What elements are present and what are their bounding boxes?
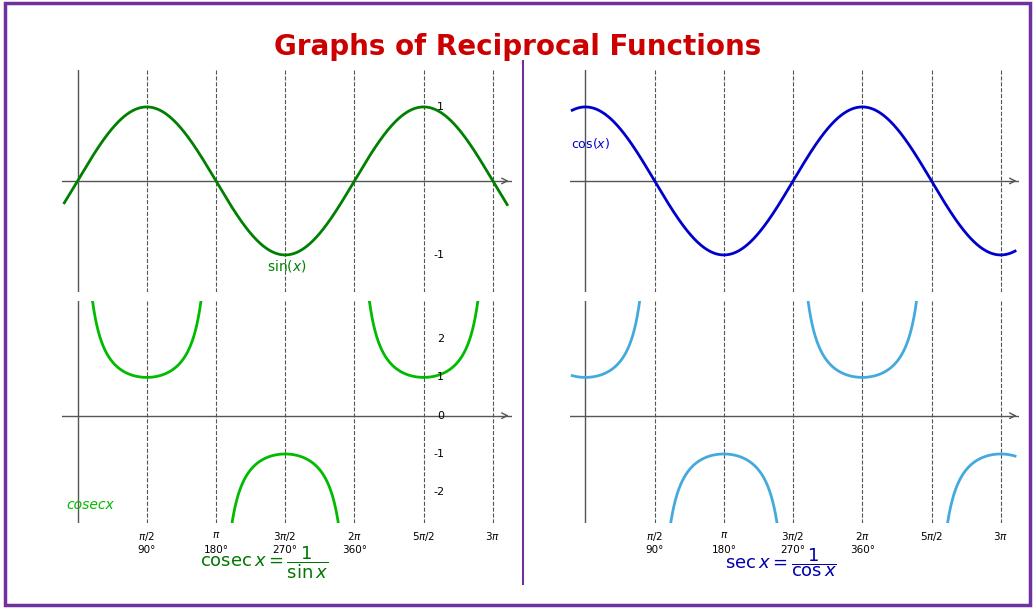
Text: 3$\pi$/2: 3$\pi$/2: [273, 299, 297, 312]
Text: 3$\pi$: 3$\pi$: [485, 530, 500, 542]
Text: 5$\pi$/2: 5$\pi$/2: [412, 299, 436, 312]
Text: Graphs of Reciprocal Functions: Graphs of Reciprocal Functions: [274, 33, 761, 61]
Text: 90°: 90°: [138, 545, 156, 555]
Text: 1: 1: [437, 373, 444, 382]
Text: $\pi$/2: $\pi$/2: [139, 299, 155, 312]
Text: 0: 0: [437, 410, 444, 421]
Text: 2$\pi$: 2$\pi$: [347, 299, 362, 311]
Text: 90°: 90°: [646, 545, 663, 555]
Text: $\pi$/2: $\pi$/2: [139, 530, 155, 542]
Text: 5$\pi$/2: 5$\pi$/2: [920, 299, 943, 312]
Text: 270°: 270°: [272, 545, 298, 555]
Text: $\pi$: $\pi$: [212, 530, 220, 539]
Text: 270°: 270°: [780, 545, 805, 555]
Text: 270°: 270°: [780, 314, 805, 324]
Text: $\pi$: $\pi$: [212, 299, 220, 309]
Text: 180°: 180°: [711, 314, 736, 324]
Text: cosecx: cosecx: [66, 498, 114, 512]
Text: 180°: 180°: [711, 545, 736, 555]
Text: 3$\pi$: 3$\pi$: [994, 530, 1008, 542]
Text: 360°: 360°: [342, 314, 366, 324]
Text: $\pi$/2: $\pi$/2: [646, 299, 663, 312]
Text: 5$\pi$/2: 5$\pi$/2: [920, 530, 943, 542]
Text: $\pi$/2: $\pi$/2: [646, 530, 663, 542]
Text: 180°: 180°: [204, 545, 229, 555]
Text: $\mathrm{cosec}\,x = \dfrac{1}{\sin x}$: $\mathrm{cosec}\,x = \dfrac{1}{\sin x}$: [200, 544, 328, 581]
Text: -1: -1: [434, 449, 444, 459]
Text: 90°: 90°: [646, 314, 663, 324]
Text: -1: -1: [434, 250, 444, 260]
Text: 180°: 180°: [204, 314, 229, 324]
Text: $\pi$: $\pi$: [719, 530, 728, 539]
Text: 3$\pi$/2: 3$\pi$/2: [781, 530, 805, 542]
Text: 2: 2: [437, 334, 444, 344]
Text: 3$\pi$/2: 3$\pi$/2: [781, 299, 805, 312]
Text: 270°: 270°: [272, 314, 298, 324]
Text: -2: -2: [433, 487, 444, 497]
Text: 3$\pi$: 3$\pi$: [485, 299, 500, 311]
Text: 90°: 90°: [138, 314, 156, 324]
Text: 2$\pi$: 2$\pi$: [855, 299, 869, 311]
Text: $\cos(x)$: $\cos(x)$: [571, 136, 610, 151]
Text: 2$\pi$: 2$\pi$: [347, 530, 362, 542]
Text: 2$\pi$: 2$\pi$: [855, 530, 869, 542]
Text: 360°: 360°: [342, 545, 366, 555]
Text: 5$\pi$/2: 5$\pi$/2: [412, 530, 436, 542]
Text: 1: 1: [437, 102, 444, 112]
Text: 3$\pi$/2: 3$\pi$/2: [273, 530, 297, 542]
Text: $\sin(x)$: $\sin(x)$: [267, 258, 306, 274]
Text: 3$\pi$: 3$\pi$: [994, 299, 1008, 311]
Text: 360°: 360°: [850, 314, 875, 324]
Text: $\pi$: $\pi$: [719, 299, 728, 309]
Text: 360°: 360°: [850, 545, 875, 555]
Text: $\mathrm{sec}\,x = \dfrac{1}{\cos x}$: $\mathrm{sec}\,x = \dfrac{1}{\cos x}$: [726, 546, 837, 579]
